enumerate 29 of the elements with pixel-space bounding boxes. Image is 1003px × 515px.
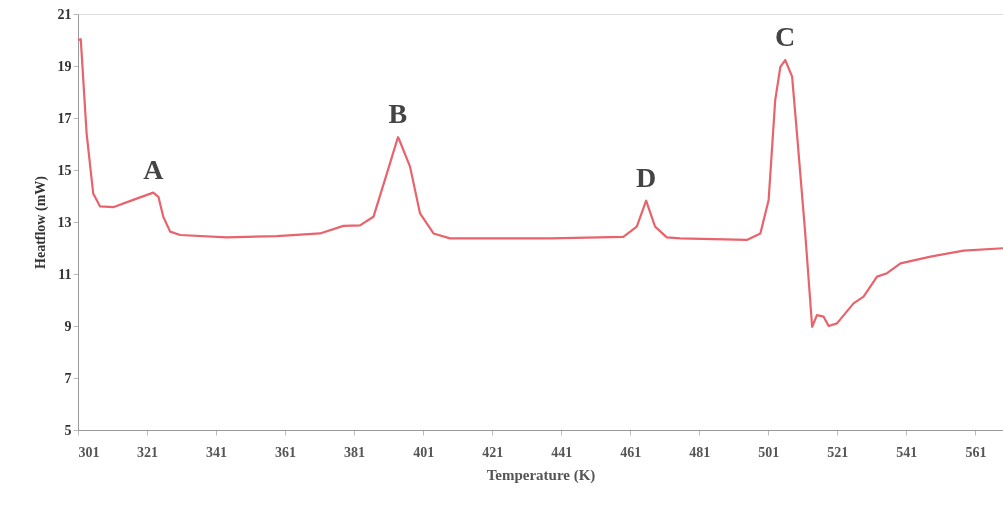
x-tick-label: 381 bbox=[344, 444, 366, 460]
x-tick-label: 521 bbox=[827, 444, 849, 460]
x-tick-label: 341 bbox=[206, 444, 228, 460]
y-tick-label: 13 bbox=[57, 214, 72, 230]
x-tick-label: 441 bbox=[551, 444, 573, 460]
y-tick-label: 11 bbox=[58, 266, 72, 282]
annotation: D bbox=[636, 161, 657, 193]
x-axis-title: Temperature (K) bbox=[486, 466, 596, 484]
x-tick-label: 401 bbox=[413, 444, 435, 460]
y-tick-label: 15 bbox=[57, 162, 72, 178]
y-tick-label: 19 bbox=[57, 58, 72, 74]
y-tick-label: 17 bbox=[57, 110, 72, 126]
x-tick-label: 421 bbox=[482, 444, 504, 460]
y-axis-title: Heatflow (mW) bbox=[32, 175, 49, 269]
annotation: B bbox=[388, 98, 408, 130]
x-tick-label: 501 bbox=[758, 444, 780, 460]
x-tick-label: 481 bbox=[689, 444, 711, 460]
annotation: C bbox=[775, 21, 796, 53]
y-tick-label: 21 bbox=[57, 6, 72, 22]
annotation: A bbox=[143, 153, 165, 185]
x-tick-label: 461 bbox=[620, 444, 642, 460]
x-tick-label: 321 bbox=[137, 444, 159, 460]
x-tick-label: 541 bbox=[896, 444, 918, 460]
x-tick-label: 301 bbox=[78, 444, 100, 460]
y-tick-label: 7 bbox=[64, 370, 72, 386]
x-tick-label: 361 bbox=[275, 444, 297, 460]
y-tick-label: 9 bbox=[64, 318, 72, 334]
x-tick-label: 561 bbox=[965, 444, 987, 460]
y-tick-label: 5 bbox=[64, 422, 72, 438]
